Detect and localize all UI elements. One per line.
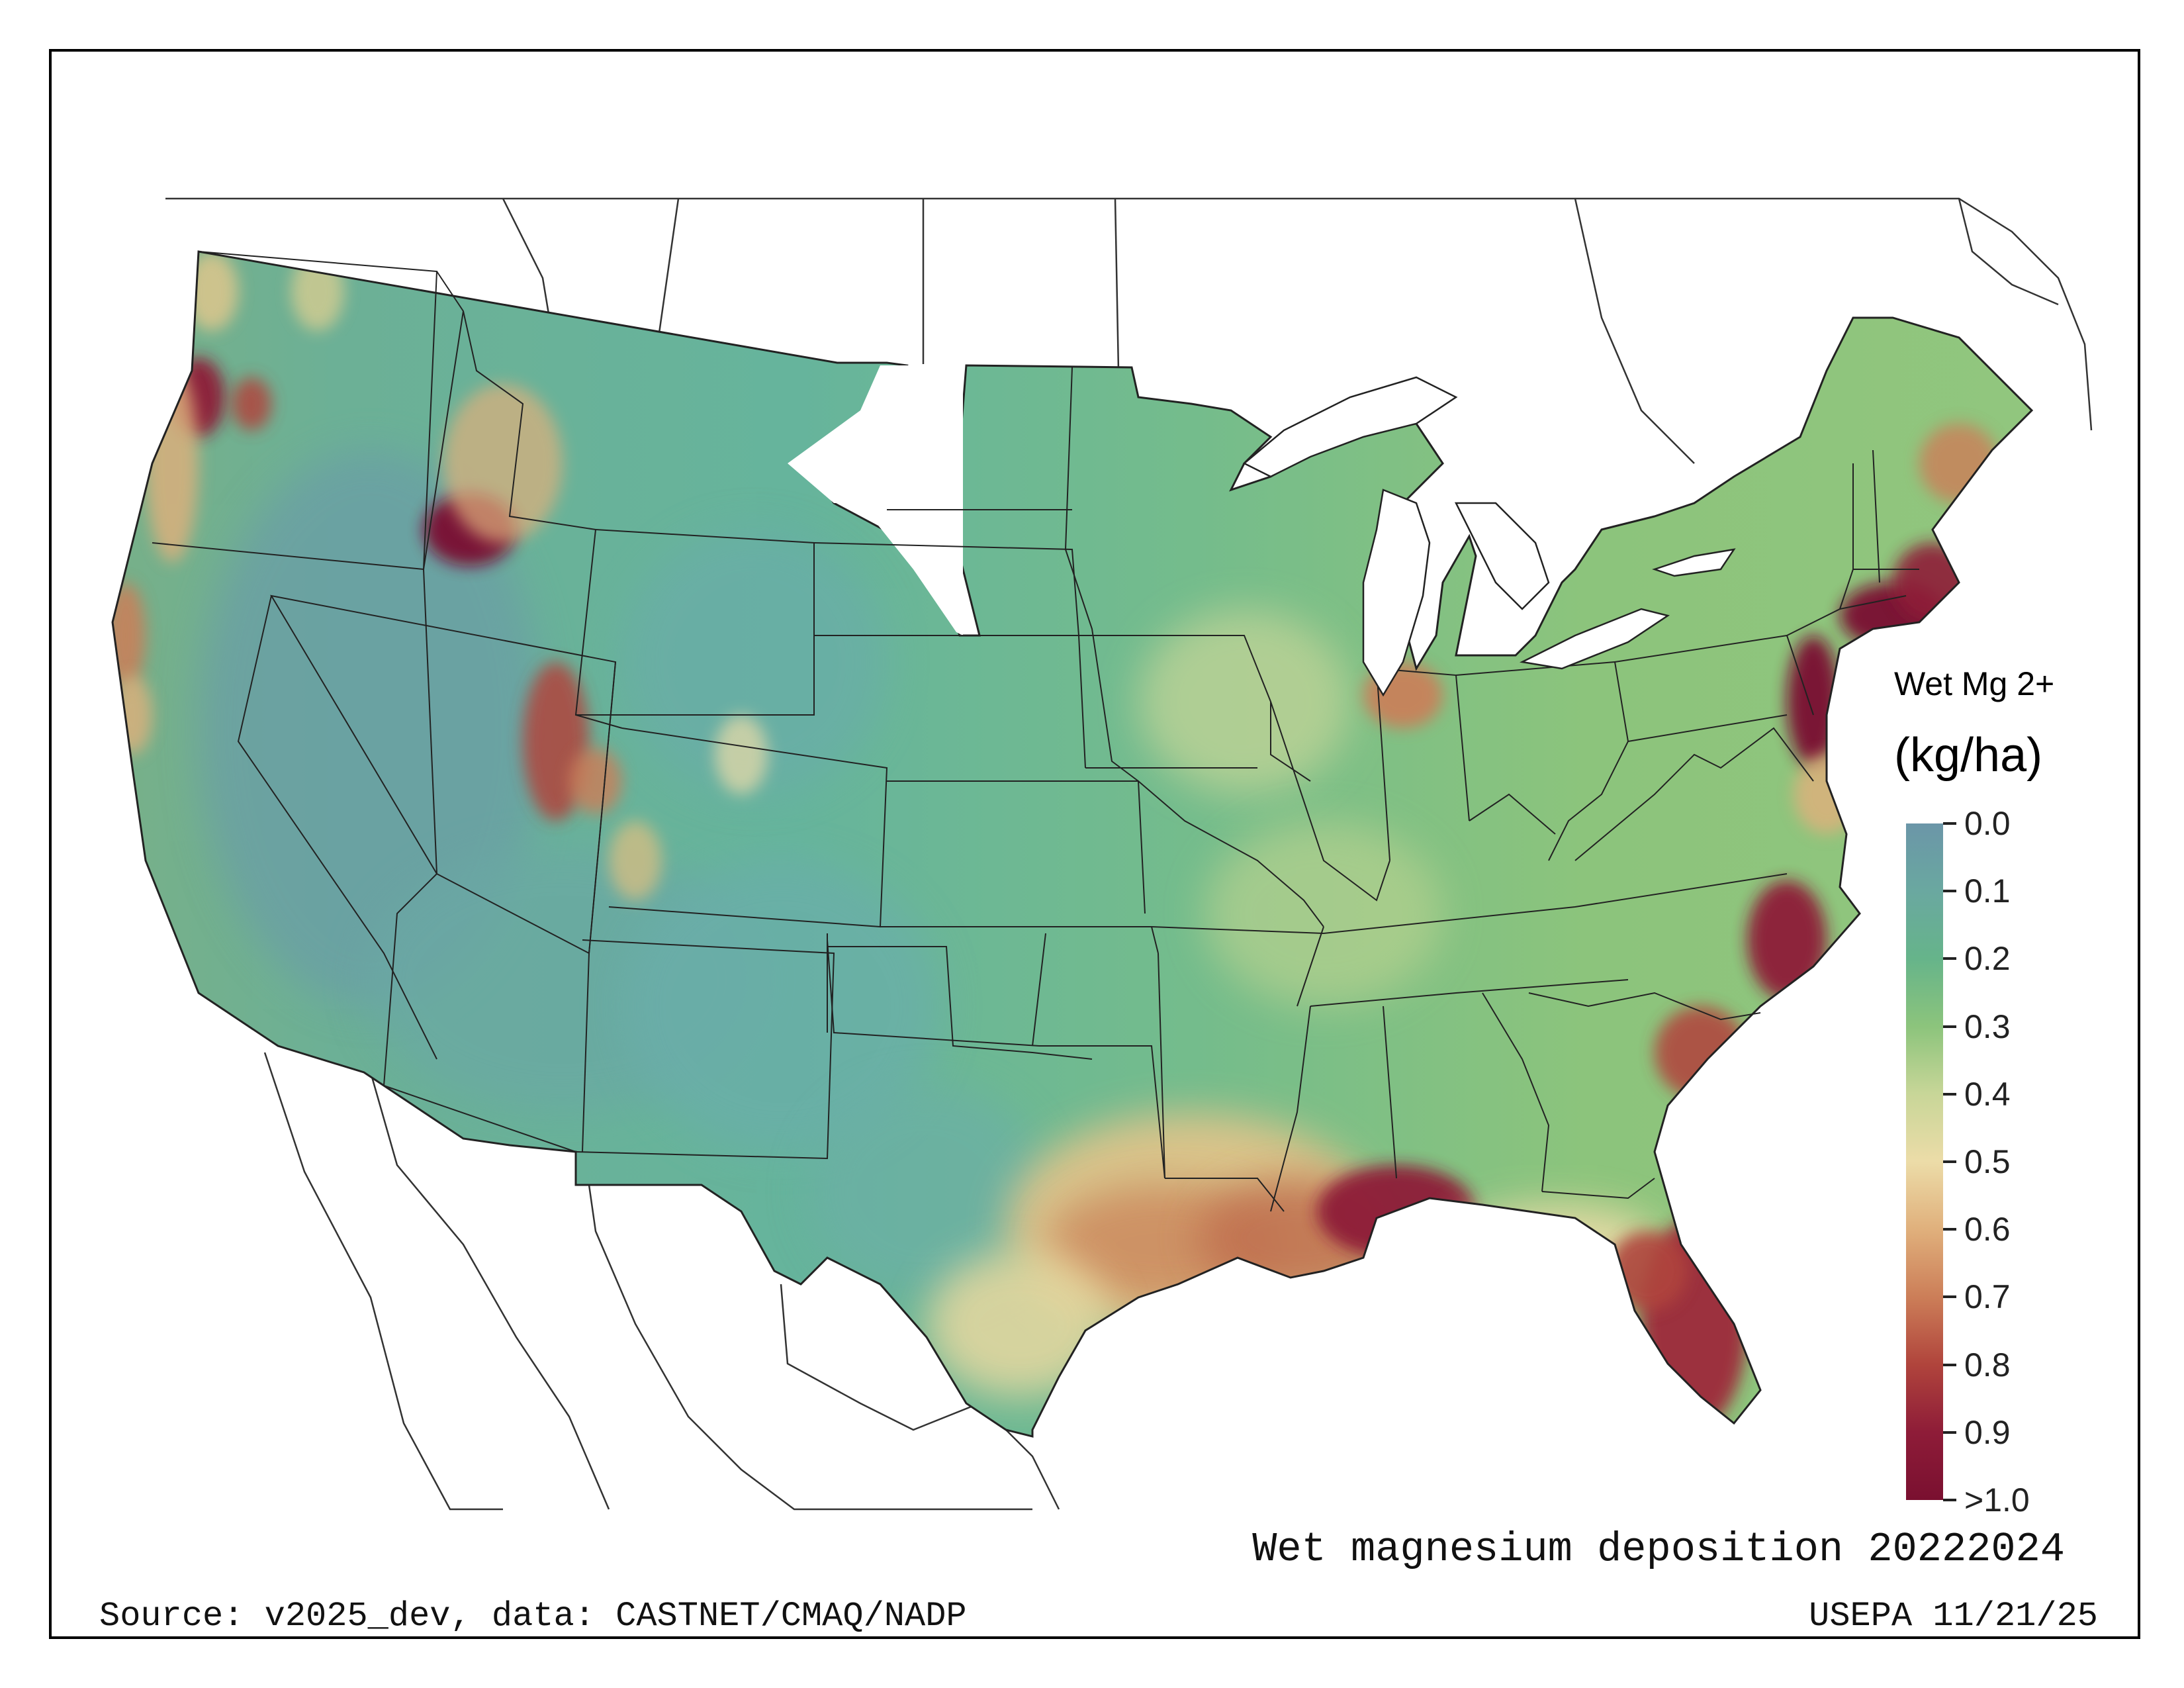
colorbar-tick-mark bbox=[1943, 822, 1956, 825]
colorbar-tick-mark bbox=[1943, 1228, 1956, 1231]
colorbar-tick-label: 0.9 bbox=[1964, 1413, 2011, 1451]
colorbar-tick-label: 0.6 bbox=[1964, 1211, 2011, 1248]
lake-erie bbox=[1520, 608, 1670, 670]
colorbar-tick-mark bbox=[1943, 1499, 1956, 1501]
lake-superior bbox=[1242, 376, 1458, 478]
colorbar-tick-mark bbox=[1943, 1025, 1956, 1028]
colorbar-gradient bbox=[1906, 823, 1943, 1500]
colorbar-tick-label: 0.8 bbox=[1964, 1346, 2011, 1383]
great-lakes bbox=[1242, 376, 1736, 697]
colorbar-tick-label: 0.1 bbox=[1964, 872, 2011, 910]
conus-outline bbox=[111, 250, 2034, 1438]
colorbar-tick-label: 0.4 bbox=[1964, 1075, 2011, 1113]
colorbar-tick-mark bbox=[1943, 1295, 1956, 1299]
credit-caption: USEPA 11/21/25 bbox=[1809, 1597, 2098, 1636]
colorbar-tick-mark bbox=[1943, 1092, 1956, 1096]
legend-units: (kg/ha) bbox=[1894, 729, 2043, 782]
colorbar-tick-label: 0.2 bbox=[1964, 940, 2011, 978]
colorbar-tick-mark bbox=[1943, 957, 1956, 961]
missing-data-wedge bbox=[788, 365, 963, 635]
lake-ontario bbox=[1652, 548, 1736, 577]
lake-huron bbox=[1454, 502, 1550, 610]
colorbar-tick-mark bbox=[1943, 890, 1956, 893]
legend-variable: Wet Mg 2+ bbox=[1894, 665, 2055, 702]
conus-deposition-field bbox=[113, 252, 2032, 1436]
map-title: Wet magnesium deposition 20222024 bbox=[1252, 1526, 2065, 1573]
colorbar-tick-label: 0.3 bbox=[1964, 1008, 2011, 1045]
source-caption: Source: v2025_dev, data: CASTNET/CMAQ/NA… bbox=[99, 1597, 967, 1636]
colorbar-tick-mark bbox=[1943, 1430, 1956, 1434]
colorbar-tick-label: 0.0 bbox=[1964, 805, 2011, 842]
colorbar-tick-mark bbox=[1943, 1160, 1956, 1163]
colorbar-tick-label: 0.5 bbox=[1964, 1143, 2011, 1180]
state-boundaries bbox=[152, 251, 1919, 1212]
lake-michigan bbox=[1362, 489, 1431, 697]
colorbar-tick-label: >1.0 bbox=[1964, 1481, 2030, 1519]
colorbar-tick-mark bbox=[1943, 1363, 1956, 1366]
colorbar-tick-label: 0.7 bbox=[1964, 1278, 2011, 1316]
neighbor-boundaries bbox=[165, 197, 2093, 1511]
